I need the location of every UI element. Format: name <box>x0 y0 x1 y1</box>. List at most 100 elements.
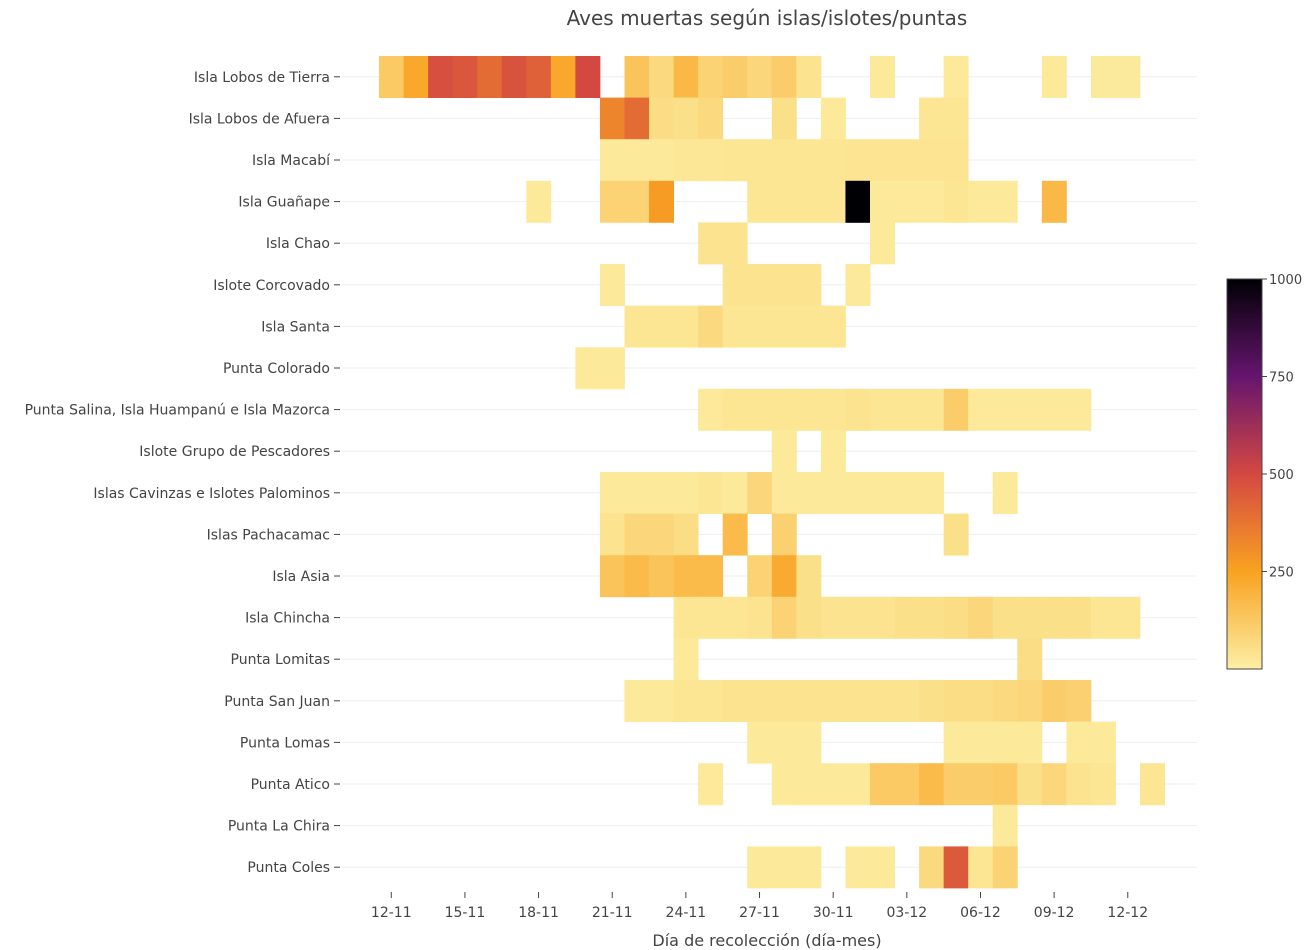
heatmap-cell <box>673 513 699 556</box>
heatmap-cell <box>894 180 920 223</box>
heatmap-cell <box>649 513 674 556</box>
x-tick-label: 21-11 <box>592 905 633 921</box>
heatmap-cell <box>649 305 674 348</box>
heatmap-cell <box>747 305 773 348</box>
heatmap-cell <box>698 596 724 639</box>
heatmap-cell <box>870 680 895 722</box>
colorbar <box>1226 278 1263 670</box>
heatmap-cell <box>943 763 969 806</box>
heatmap-cell <box>771 846 797 889</box>
heatmap-cell <box>968 596 994 639</box>
heatmap-cell <box>919 680 945 722</box>
heatmap-cell <box>845 680 871 722</box>
heatmap-cell <box>870 846 895 889</box>
heatmap-cell <box>649 680 674 722</box>
heatmap-cell <box>870 56 895 98</box>
heatmap-cell <box>599 347 625 390</box>
heatmap-cell <box>526 180 552 223</box>
y-tick-label: Islas Pachacamac <box>207 527 330 543</box>
heatmap-cell <box>1017 680 1043 722</box>
heatmap-cell <box>919 763 945 806</box>
heatmap-cell <box>845 139 871 182</box>
heatmap-cell <box>845 264 871 306</box>
heatmap-cell <box>771 472 797 514</box>
heatmap-cell <box>1041 388 1067 431</box>
heatmap-cell <box>599 472 625 514</box>
heatmap-cell <box>796 180 822 223</box>
x-axis-labels: 12-11 15-11 18-11 21-11 24-11 27-11 30-11 03-12… <box>371 892 1148 921</box>
heatmap-cell <box>968 388 994 431</box>
heatmap-cell <box>919 596 945 639</box>
heatmap-cell <box>698 680 724 722</box>
heatmap-cell <box>796 763 822 806</box>
x-tick-label: 12-12 <box>1107 905 1148 921</box>
x-tick-label: 30-11 <box>813 905 854 921</box>
heatmap-cell <box>796 388 822 431</box>
heatmap-cell <box>1090 56 1116 98</box>
heatmap-cell <box>698 472 724 514</box>
heatmap-cell <box>1140 763 1165 806</box>
x-tick-label: 15-11 <box>445 905 486 921</box>
heatmap-cell <box>870 763 895 806</box>
heatmap-cell <box>649 555 674 598</box>
y-tick-label: Islas Cavinzas e Islotes Palominos <box>93 486 330 502</box>
heatmap-cell <box>820 97 846 140</box>
heatmap-cell <box>649 97 674 140</box>
y-tick-label: Punta Salina, Isla Huampanú e Isla Mazor… <box>25 403 330 419</box>
heatmap-cell <box>624 139 650 182</box>
y-tick-label: Punta Lomitas <box>231 652 330 668</box>
heatmap-cell <box>1017 638 1043 681</box>
heatmap-cell <box>722 472 748 514</box>
colorbar-tick-label: 500 <box>1269 468 1294 483</box>
heatmap-cell <box>894 680 920 722</box>
heatmap-cell <box>477 56 503 98</box>
heatmap-cell <box>1041 680 1067 722</box>
heatmap-cell <box>698 305 724 348</box>
y-tick-label: Punta Lomas <box>240 735 330 751</box>
heatmap-cell <box>1066 680 1092 722</box>
heatmap-cell <box>1090 721 1116 764</box>
heatmap-cell <box>992 763 1018 806</box>
heatmap-cell <box>624 513 650 556</box>
heatmap-cell <box>820 680 846 722</box>
heatmap-cell <box>796 264 822 306</box>
heatmap-cell <box>796 680 822 722</box>
heatmap-cell <box>1066 596 1092 639</box>
heatmap-cell <box>992 804 1018 847</box>
heatmap-cell <box>649 472 674 514</box>
heatmap-cell <box>992 388 1018 431</box>
heatmap-cell <box>599 555 625 598</box>
heatmap-cell <box>894 472 920 514</box>
heatmap-cell <box>1066 721 1092 764</box>
y-tick-label: Isla Lobos de Afuera <box>189 111 330 127</box>
heatmap-cell <box>575 347 601 390</box>
colorbar-ticks: 250 500 750 1000 <box>1262 273 1302 581</box>
heatmap-cell <box>698 139 724 182</box>
heatmap-cell <box>870 388 895 431</box>
heatmap-cell <box>943 97 969 140</box>
heatmap-cell <box>771 680 797 722</box>
x-tick-label: 18-11 <box>518 905 559 921</box>
heatmap-cell <box>673 596 699 639</box>
heatmap-cell <box>1090 596 1116 639</box>
y-tick-label: Isla Lobos de Tierra <box>194 70 330 86</box>
heatmap-cell <box>845 388 871 431</box>
heatmap-cell <box>673 638 699 681</box>
heatmap-cell <box>624 555 650 598</box>
heatmap-cell <box>820 139 846 182</box>
heatmap-cell <box>649 139 674 182</box>
x-tick-label: 06-12 <box>960 905 1001 921</box>
heatmap-cell <box>698 222 724 265</box>
heatmap-cell <box>820 763 846 806</box>
heatmap-cell <box>943 721 969 764</box>
heatmap-cell <box>820 180 846 223</box>
heatmap-cell <box>771 97 797 140</box>
y-tick-label: Punta Coles <box>247 860 330 876</box>
heatmap-cell <box>698 763 724 806</box>
heatmap-cell <box>992 721 1018 764</box>
x-tick-label: 09-12 <box>1034 905 1075 921</box>
heatmap-cell <box>673 555 699 598</box>
heatmap-cell <box>992 596 1018 639</box>
heatmap-cell <box>820 430 846 473</box>
heatmap-cell <box>673 305 699 348</box>
